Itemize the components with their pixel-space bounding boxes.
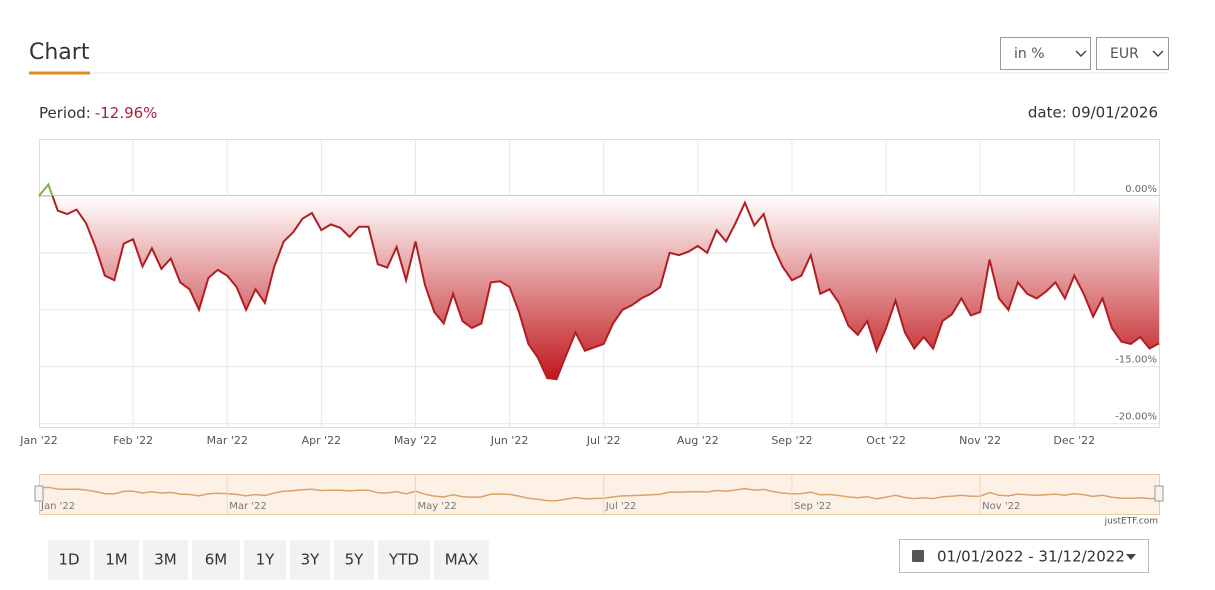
range-button[interactable] bbox=[334, 540, 374, 580]
x-tick-label: Feb '22 bbox=[113, 434, 153, 447]
date-range[interactable] bbox=[899, 539, 1149, 573]
x-tick-label: Jan '22 bbox=[19, 434, 57, 447]
x-tick-label: Aug '22 bbox=[677, 434, 719, 447]
navigator-line bbox=[38, 486, 1160, 502]
x-tick-label: Oct '22 bbox=[866, 434, 906, 447]
date: date: 09/01/2026 bbox=[1028, 104, 1158, 122]
navigator-label: May '22 bbox=[417, 501, 456, 512]
y-tick-label: -15.00% bbox=[1115, 355, 1157, 366]
currency-select[interactable]: EUR bbox=[1096, 37, 1169, 70]
unit-select-text[interactable]: in % bbox=[1014, 46, 1045, 62]
navigator-label: Mar '22 bbox=[229, 501, 267, 512]
range-button-label[interactable]: MAX bbox=[445, 551, 478, 569]
period: Period: -12.96% bbox=[39, 104, 157, 122]
x-tick-label: Mar '22 bbox=[207, 434, 248, 447]
range-button[interactable] bbox=[143, 540, 188, 580]
credit: justETF.com bbox=[1104, 517, 1158, 527]
x-tick-label: Dec '22 bbox=[1053, 434, 1095, 447]
x-tick-label: Apr '22 bbox=[302, 434, 342, 447]
plot-frame bbox=[39, 139, 1160, 428]
x-tick-label: Nov '22 bbox=[959, 434, 1001, 447]
x-tick-label: Jul '22 bbox=[586, 434, 621, 447]
range-button-label[interactable]: 6M bbox=[205, 551, 228, 569]
navigator-label: Jan '22 bbox=[40, 501, 75, 512]
navigator[interactable] bbox=[39, 474, 1160, 515]
range-button[interactable] bbox=[244, 540, 286, 580]
x-tick-label: Jun '22 bbox=[490, 434, 529, 447]
navigator-label: Nov '22 bbox=[982, 501, 1020, 512]
range-button-label[interactable]: 1Y bbox=[256, 551, 276, 569]
navigator-label: Sep '22 bbox=[794, 501, 832, 512]
x-tick-label: May '22 bbox=[394, 434, 437, 447]
currency-select-text[interactable]: EUR bbox=[1110, 46, 1139, 62]
navigator-handle[interactable] bbox=[34, 485, 44, 502]
title: Chart bbox=[29, 40, 90, 65]
calendar-icon bbox=[912, 550, 924, 562]
range-button-label[interactable]: 3Y bbox=[301, 551, 321, 569]
navigator-label: Jul '22 bbox=[605, 501, 637, 512]
range-button-label[interactable]: 1M bbox=[105, 551, 128, 569]
range-button-label[interactable]: 1D bbox=[58, 551, 79, 569]
navigator-handle[interactable] bbox=[1154, 485, 1164, 502]
range-button[interactable] bbox=[290, 540, 330, 580]
date-range-text[interactable]: 01/01/2022 - 31/12/2022 bbox=[937, 548, 1125, 566]
x-tick-label: Sep '22 bbox=[771, 434, 812, 447]
y-tick-label: -20.00% bbox=[1115, 412, 1157, 423]
unit-select[interactable]: in % bbox=[1000, 37, 1091, 70]
range-button-label[interactable]: 5Y bbox=[345, 551, 365, 569]
range-button[interactable] bbox=[192, 540, 240, 580]
line bbox=[39, 196, 1160, 381]
range-button[interactable] bbox=[48, 540, 90, 580]
period-value: -12.96% bbox=[95, 104, 158, 122]
period-label: Period: bbox=[39, 104, 91, 122]
range-button[interactable] bbox=[378, 540, 430, 580]
range-button-label[interactable]: YTD bbox=[388, 551, 419, 569]
range-button[interactable] bbox=[434, 540, 489, 580]
y-tick-label: 0.00% bbox=[1125, 184, 1157, 195]
range-button[interactable] bbox=[94, 540, 139, 580]
dropdown-arrow bbox=[1126, 554, 1136, 560]
range-button-label[interactable]: 3M bbox=[154, 551, 177, 569]
area bbox=[52, 196, 1159, 380]
